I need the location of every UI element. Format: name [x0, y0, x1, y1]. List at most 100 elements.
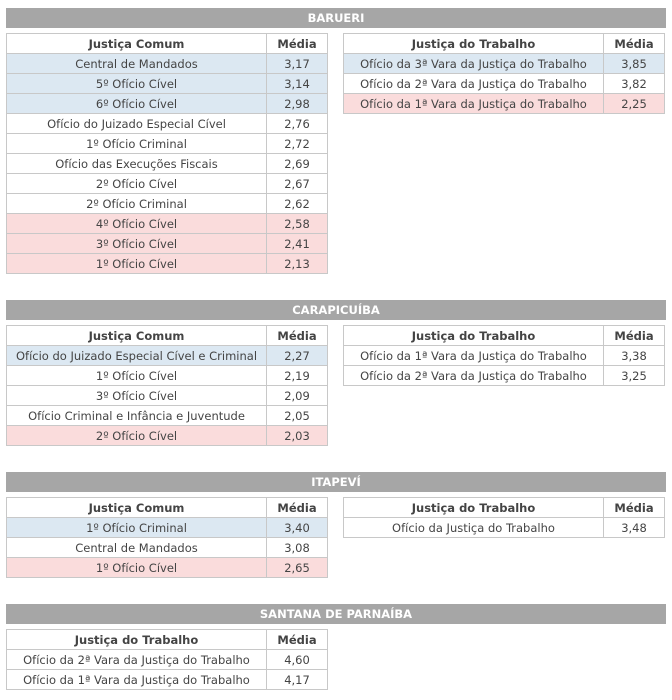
table-row: Ofício da 2ª Vara da Justiça do Trabalho… [343, 365, 665, 386]
column-header-name: Justiça Comum [6, 325, 267, 346]
office-name-cell: Ofício da 2ª Vara da Justiça do Trabalho [6, 649, 267, 670]
office-name-cell: 1º Ofício Criminal [6, 517, 267, 538]
barueri-trabalho-table: Justiça do Trabalho Média Ofício da 3ª Var… [343, 33, 665, 114]
table-row: 2º Ofício Cível 2,03 [6, 425, 328, 446]
column-header-name: Justiça Comum [6, 33, 267, 54]
santana-de-parnaiba-comum-table: Justiça do Trabalho Média Ofício da 2ª Var… [6, 629, 328, 690]
media-value-cell: 2,65 [266, 557, 328, 578]
table-row: Central de Mandados 3,08 [6, 537, 328, 558]
office-name-cell: Central de Mandados [6, 537, 267, 558]
media-value-cell: 2,41 [266, 233, 328, 254]
media-value-cell: 3,85 [603, 53, 665, 74]
media-value-cell: 4,17 [266, 669, 328, 690]
media-value-cell: 3,82 [603, 73, 665, 94]
carapicuiba-trabalho-table: Justiça do Trabalho Média Ofício da 1ª Var… [343, 325, 665, 386]
itapevi-comum-table: Justiça Comum Média 1º Ofício Criminal 3,40… [6, 497, 328, 578]
table-row: Central de Mandados 3,17 [6, 53, 328, 74]
office-name-cell: 2º Ofício Cível [6, 173, 267, 194]
column-header-name: Justiça Comum [6, 497, 267, 518]
office-name-cell: 1º Ofício Cível [6, 557, 267, 578]
table-row: Ofício da 2ª Vara da Justiça do Trabalho… [6, 649, 328, 670]
office-name-cell: 3º Ofício Cível [6, 385, 267, 406]
table-row: Ofício do Juizado Especial Cível e Crimi… [6, 345, 328, 366]
section-title-carapicuiba: CARAPICUÍBA [6, 300, 666, 320]
section-title-santana-de-parnaiba: SANTANA DE PARNAÍBA [6, 604, 666, 624]
media-value-cell: 3,17 [266, 53, 328, 74]
table-row: 2º Ofício Cível 2,67 [6, 173, 328, 194]
table-row: 5º Ofício Cível 3,14 [6, 73, 328, 94]
office-name-cell: Ofício da 2ª Vara da Justiça do Trabalho [343, 365, 604, 386]
media-value-cell: 2,67 [266, 173, 328, 194]
media-value-cell: 2,98 [266, 93, 328, 114]
office-name-cell: Ofício da 3ª Vara da Justiça do Trabalho [343, 53, 604, 74]
media-value-cell: 3,14 [266, 73, 328, 94]
table-row: Ofício das Execuções Fiscais 2,69 [6, 153, 328, 174]
table-row: Ofício da 3ª Vara da Justiça do Trabalho… [343, 53, 665, 74]
table-row: 2º Ofício Criminal 2,62 [6, 193, 328, 214]
table-row: 4º Ofício Cível 2,58 [6, 213, 328, 234]
office-name-cell: Central de Mandados [6, 53, 267, 74]
table-header-row: Justiça do Trabalho Média [343, 497, 665, 518]
media-value-cell: 2,58 [266, 213, 328, 234]
column-header-media: Média [603, 325, 665, 346]
office-name-cell: Ofício do Juizado Especial Cível e Crimi… [6, 345, 267, 366]
media-value-cell: 2,25 [603, 93, 665, 114]
column-header-media: Média [603, 33, 665, 54]
office-name-cell: 1º Ofício Criminal [6, 133, 267, 154]
media-value-cell: 2,05 [266, 405, 328, 426]
column-header-media: Média [266, 33, 328, 54]
table-row: 1º Ofício Cível 2,19 [6, 365, 328, 386]
table-row: Ofício da 1ª Vara da Justiça do Trabalho… [343, 345, 665, 366]
office-name-cell: Ofício das Execuções Fiscais [6, 153, 267, 174]
column-header-media: Média [266, 629, 328, 650]
office-name-cell: 4º Ofício Cível [6, 213, 267, 234]
media-value-cell: 3,38 [603, 345, 665, 366]
table-row: Ofício da 1ª Vara da Justiça do Trabalho… [6, 669, 328, 690]
office-name-cell: 1º Ofício Cível [6, 365, 267, 386]
carapicuiba-comum-table: Justiça Comum Média Ofício do Juizado Espe… [6, 325, 328, 446]
section-title-itapevi: ITAPEVÍ [6, 472, 666, 492]
media-value-cell: 2,72 [266, 133, 328, 154]
section-title-barueri: BARUERI [6, 8, 666, 28]
column-header-name: Justiça do Trabalho [343, 497, 604, 518]
table-row: 1º Ofício Cível 2,65 [6, 557, 328, 578]
table-row: Ofício do Juizado Especial Cível 2,76 [6, 113, 328, 134]
table-header-row: Justiça do Trabalho Média [343, 33, 665, 54]
table-row: Ofício da 2ª Vara da Justiça do Trabalho… [343, 73, 665, 94]
office-name-cell: Ofício do Juizado Especial Cível [6, 113, 267, 134]
table-row: Ofício da 1ª Vara da Justiça do Trabalho… [343, 93, 665, 114]
column-header-name: Justiça do Trabalho [343, 33, 604, 54]
column-header-media: Média [266, 497, 328, 518]
office-name-cell: 2º Ofício Cível [6, 425, 267, 446]
table-row: 3º Ofício Cível 2,41 [6, 233, 328, 254]
office-name-cell: 5º Ofício Cível [6, 73, 267, 94]
column-header-media: Média [603, 497, 665, 518]
office-name-cell: Ofício da 1ª Vara da Justiça do Trabalho [343, 345, 604, 366]
media-value-cell: 2,03 [266, 425, 328, 446]
office-name-cell: 6º Ofício Cível [6, 93, 267, 114]
media-value-cell: 4,60 [266, 649, 328, 670]
media-value-cell: 2,27 [266, 345, 328, 366]
table-row: 1º Ofício Criminal 2,72 [6, 133, 328, 154]
office-name-cell: 2º Ofício Criminal [6, 193, 267, 214]
office-name-cell: 3º Ofício Cível [6, 233, 267, 254]
table-row: 1º Ofício Cível 2,13 [6, 253, 328, 274]
table-row: Ofício Criminal e Infância e Juventude 2,… [6, 405, 328, 426]
media-value-cell: 2,13 [266, 253, 328, 274]
office-name-cell: Ofício da Justiça do Trabalho [343, 517, 604, 538]
table-row: 1º Ofício Criminal 3,40 [6, 517, 328, 538]
itapevi-trabalho-table: Justiça do Trabalho Média Ofício da Justiç… [343, 497, 665, 538]
media-value-cell: 2,69 [266, 153, 328, 174]
office-name-cell: Ofício Criminal e Infância e Juventude [6, 405, 267, 426]
column-header-name: Justiça do Trabalho [343, 325, 604, 346]
barueri-comum-table: Justiça Comum Média Central de Mandados 3,1… [6, 33, 328, 274]
media-value-cell: 2,19 [266, 365, 328, 386]
media-value-cell: 3,40 [266, 517, 328, 538]
column-header-name: Justiça do Trabalho [6, 629, 267, 650]
table-row: Ofício da Justiça do Trabalho 3,48 [343, 517, 665, 538]
office-name-cell: Ofício da 1ª Vara da Justiça do Trabalho [343, 93, 604, 114]
table-row: 3º Ofício Cível 2,09 [6, 385, 328, 406]
office-name-cell: Ofício da 1ª Vara da Justiça do Trabalho [6, 669, 267, 690]
media-value-cell: 2,09 [266, 385, 328, 406]
table-header-row: Justiça do Trabalho Média [343, 325, 665, 346]
